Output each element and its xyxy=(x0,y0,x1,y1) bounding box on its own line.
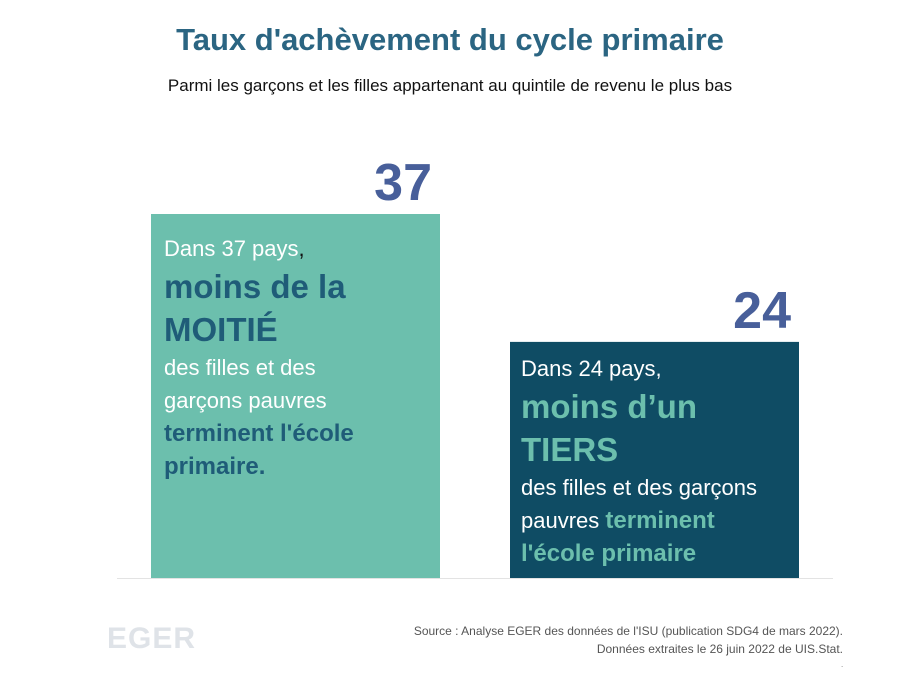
bar2-line2: moins d’un xyxy=(521,388,697,425)
bar-1-value-label: 37 xyxy=(374,154,432,212)
bar2-line5b: terminent xyxy=(605,507,715,534)
bar1-annotation: Dans 37 pays, moins de la MOITIÉ des fil… xyxy=(164,232,354,483)
bar2-line6: l'école primaire xyxy=(521,540,697,567)
bar2-line4: des filles et des garçons xyxy=(521,475,758,500)
bar1-line4: des filles et des xyxy=(164,355,316,380)
source-line1: Source : Analyse EGER des données de l'I… xyxy=(413,624,843,638)
bar1-line6: terminent l'école xyxy=(164,420,354,447)
bar1-line1: Dans 37 pays xyxy=(164,236,299,261)
chart-subtitle: Parmi les garçons et les filles apparten… xyxy=(167,76,733,95)
bar-2-value-label: 24 xyxy=(733,282,791,340)
bar-2 xyxy=(510,341,799,578)
bar1-line7: primaire. xyxy=(164,453,266,480)
source-line2: Données extraites le 26 juin 2022 de UIS… xyxy=(596,642,843,656)
bar1-line5: garçons pauvres xyxy=(164,388,327,413)
bar2-line3: TIERS xyxy=(521,431,619,468)
bar2-line5a: pauvres xyxy=(521,508,606,533)
source-note: Source : Analyse EGER des données de l'I… xyxy=(414,622,843,658)
bar2-annotation: Dans 24 pays, moins d’un TIERS des fille… xyxy=(521,352,757,570)
footer-dot: . xyxy=(841,660,844,669)
bar1-comma: , xyxy=(298,236,305,261)
eger-logo: EGER xyxy=(107,622,197,655)
chart-title: Taux d'achèvement du cycle primaire xyxy=(176,22,724,57)
bar2-line1: Dans 24 pays, xyxy=(521,356,662,381)
bar-1 xyxy=(151,214,440,578)
bar1-line3: MOITIÉ xyxy=(164,311,278,348)
bar1-line2: moins de la xyxy=(164,268,346,305)
